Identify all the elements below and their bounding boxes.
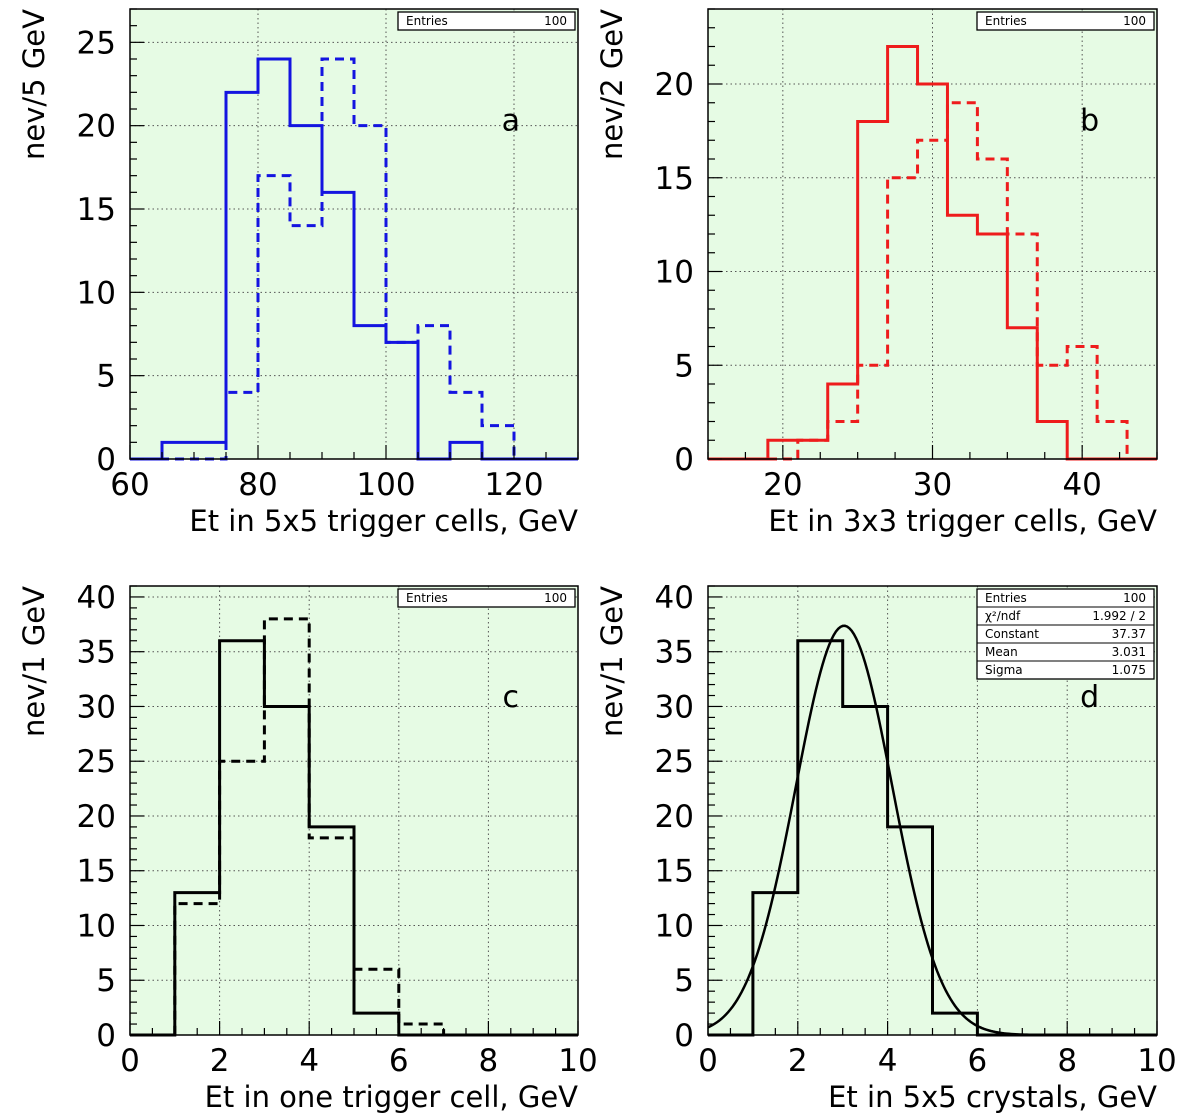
y-tick-label: 20	[77, 799, 116, 835]
y-tick-label: 25	[77, 744, 116, 780]
stats-value: 100	[544, 14, 567, 28]
y-tick-label: 40	[77, 580, 116, 616]
x-tick-label: 10	[558, 1043, 597, 1079]
y-tick-label: 15	[77, 854, 116, 890]
stats-value: 1.992 / 2	[1092, 609, 1146, 623]
y-tick-label: 5	[96, 359, 116, 395]
y-tick-label: 20	[655, 799, 694, 835]
y-tick-label: 35	[77, 635, 116, 671]
y-axis-title: nev/1 GeV	[17, 586, 51, 737]
y-tick-label: 35	[655, 635, 694, 671]
y-tick-label: 0	[96, 1018, 116, 1054]
y-tick-label: 10	[77, 275, 116, 311]
x-tick-label: 80	[238, 467, 277, 503]
y-tick-label: 20	[655, 67, 694, 103]
stats-value: 100	[1123, 14, 1146, 28]
stats-value: 3.031	[1112, 645, 1146, 659]
x-tick-label: 6	[389, 1043, 409, 1079]
y-tick-label: 30	[77, 689, 116, 725]
x-axis-title: Et in 5x5 trigger cells, GeV	[189, 504, 578, 538]
stats-label: Constant	[985, 627, 1039, 641]
panel-a: 60 80 100 120 0 5 10 15 20 25 Et in 5x5 trigger ce…	[17, 8, 579, 538]
y-tick-label: 40	[655, 580, 694, 616]
stats-box	[976, 11, 1155, 31]
y-axis-title: nev/1 GeV	[595, 586, 629, 737]
stats-value: 1.075	[1112, 663, 1146, 677]
y-tick-label: 10	[77, 908, 116, 944]
panel-label: c	[503, 680, 520, 715]
x-tick-label: 2	[788, 1043, 808, 1079]
x-axis-title: Et in 5x5 crystals, GeV	[828, 1080, 1157, 1114]
panel-label: b	[1080, 104, 1099, 139]
stats-value: 100	[1123, 591, 1146, 605]
stats-label: χ²/ndf	[985, 609, 1021, 623]
stats-label: Sigma	[985, 663, 1023, 677]
x-tick-label: 2	[210, 1043, 230, 1079]
x-tick-label: 4	[299, 1043, 319, 1079]
x-tick-label: 100	[356, 467, 415, 503]
panel-label: d	[1080, 680, 1099, 715]
x-tick-label: 0	[698, 1043, 718, 1079]
x-tick-label: 6	[968, 1043, 988, 1079]
y-tick-label: 30	[655, 689, 694, 725]
y-tick-label: 10	[655, 908, 694, 944]
stats-label: Entries	[985, 14, 1027, 28]
stats-label: Entries	[406, 14, 448, 28]
y-axis-title: nev/2 GeV	[595, 9, 629, 160]
y-tick-label: 15	[77, 192, 116, 228]
y-tick-label: 5	[674, 963, 694, 999]
x-tick-label: 4	[878, 1043, 898, 1079]
x-tick-label: 10	[1137, 1043, 1176, 1079]
y-tick-label: 0	[96, 442, 116, 478]
stats-label: Mean	[985, 645, 1018, 659]
y-axis-title: nev/5 GeV	[17, 9, 51, 160]
x-tick-label: 30	[913, 467, 952, 503]
panel-label: a	[502, 104, 520, 139]
stats-box	[397, 11, 576, 31]
y-tick-label: 0	[674, 1018, 694, 1054]
y-tick-label: 0	[674, 442, 694, 478]
stats-box	[976, 588, 1155, 680]
y-tick-label: 25	[77, 25, 116, 61]
x-tick-label: 20	[763, 467, 802, 503]
y-tick-label: 10	[655, 255, 694, 291]
y-tick-label: 20	[77, 109, 116, 145]
x-tick-label: 8	[1057, 1043, 1077, 1079]
x-axis-title: Et in one trigger cell, GeV	[205, 1080, 579, 1114]
y-tick-label: 25	[655, 744, 694, 780]
x-tick-label: 0	[120, 1043, 140, 1079]
stats-box	[397, 588, 576, 608]
stats-label: Entries	[985, 591, 1027, 605]
y-tick-label: 5	[96, 963, 116, 999]
x-axis-title: Et in 3x3 trigger cells, GeV	[768, 504, 1157, 538]
x-tick-label: 8	[479, 1043, 499, 1079]
stats-value: 37.37	[1112, 627, 1146, 641]
y-tick-label: 5	[674, 348, 694, 384]
x-tick-label: 60	[110, 467, 149, 503]
stats-value: 100	[544, 591, 567, 605]
histogram-dashed	[130, 57, 578, 461]
histogram-dashed	[708, 101, 1157, 461]
x-tick-label: 40	[1062, 467, 1101, 503]
histogram-dashed	[130, 617, 578, 1037]
y-tick-label: 15	[655, 854, 694, 890]
x-tick-label: 120	[484, 467, 543, 503]
stats-label: Entries	[406, 591, 448, 605]
y-tick-label: 15	[655, 161, 694, 197]
